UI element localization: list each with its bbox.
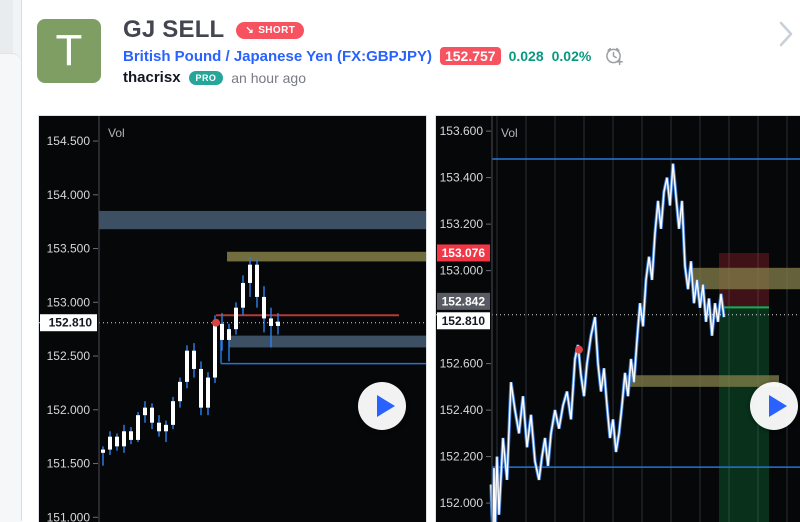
axis-label: 153.500 bbox=[47, 242, 91, 256]
idea-title[interactable]: GJ SELL bbox=[123, 16, 225, 43]
candle bbox=[115, 436, 119, 447]
axis-label: 152.000 bbox=[47, 403, 91, 417]
svg-text:153.076: 153.076 bbox=[442, 246, 486, 260]
axis-label: 152.600 bbox=[440, 357, 484, 371]
next-button[interactable] bbox=[775, 18, 797, 55]
candle bbox=[192, 350, 196, 369]
candle bbox=[122, 431, 126, 447]
svg-text:152.810: 152.810 bbox=[442, 314, 486, 328]
direction-badge: ↘ SHORT bbox=[236, 21, 305, 39]
price-axis-badge bbox=[437, 292, 490, 310]
candle bbox=[108, 436, 112, 450]
left-rail bbox=[0, 0, 22, 522]
symbol-row: British Pound / Japanese Yen (FX:GBPJPY)… bbox=[123, 45, 625, 67]
price-zone bbox=[99, 210, 426, 230]
play-button[interactable] bbox=[750, 382, 798, 430]
author-row: thacrisx PRO an hour ago bbox=[123, 69, 306, 86]
avatar[interactable]: T bbox=[37, 19, 101, 83]
candle bbox=[178, 381, 182, 402]
price-zone bbox=[693, 267, 800, 290]
candle bbox=[227, 329, 231, 340]
candle bbox=[129, 431, 133, 440]
candle bbox=[185, 350, 189, 382]
candle bbox=[199, 368, 203, 408]
candle bbox=[164, 424, 168, 432]
axis-label: 153.400 bbox=[440, 171, 484, 185]
chart-canvas: 154.500 154.000 153.500 153.000 152.500 152.0… bbox=[39, 116, 426, 522]
svg-text:152.842: 152.842 bbox=[442, 294, 486, 308]
axis-label: 152.500 bbox=[47, 349, 91, 363]
chart-canvas: 153.600 153.400 153.200 153.000 152.600 152.4… bbox=[436, 116, 800, 522]
axis-label: 154.500 bbox=[47, 134, 91, 148]
vol-label: Vol bbox=[108, 126, 125, 140]
price-axis-badge bbox=[437, 312, 490, 330]
axis-label: 153.200 bbox=[440, 217, 484, 231]
symbol-link[interactable]: British Pound / Japanese Yen (FX:GBPJPY) bbox=[123, 47, 432, 65]
add-alert-button[interactable] bbox=[603, 45, 625, 67]
axis-label: 151.000 bbox=[47, 510, 91, 522]
price-zone bbox=[229, 335, 426, 348]
candle bbox=[213, 323, 217, 378]
left-rail-card-edge bbox=[0, 53, 21, 522]
axis-label: 152.400 bbox=[440, 403, 484, 417]
candle bbox=[143, 407, 147, 416]
price-badge: 152.757 bbox=[439, 47, 501, 65]
price-path bbox=[490, 163, 725, 522]
axis-label: 154.000 bbox=[47, 188, 91, 202]
candle bbox=[248, 264, 252, 283]
chart-thumbnail-30min[interactable]: 154.500 154.000 153.500 153.000 152.500 152.0… bbox=[38, 115, 427, 522]
change-absolute: 0.028 bbox=[508, 48, 544, 64]
direction-badge-label: SHORT bbox=[258, 24, 296, 36]
chart-thumbnail-5min[interactable]: 153.600 153.400 153.200 153.000 152.600 152.4… bbox=[435, 115, 800, 522]
play-icon bbox=[377, 395, 395, 417]
axis-label: 152.000 bbox=[440, 496, 484, 510]
candle bbox=[206, 377, 210, 408]
alarm-clock-plus-icon bbox=[606, 47, 624, 66]
candle bbox=[101, 449, 105, 453]
axis-label: 153.000 bbox=[47, 295, 91, 309]
entry-marker bbox=[575, 345, 583, 354]
axis-label: 153.600 bbox=[440, 124, 484, 138]
price-axis-badge bbox=[40, 314, 97, 332]
candle bbox=[241, 282, 245, 308]
svg-text:152.810: 152.810 bbox=[49, 316, 93, 330]
price-axis-badge bbox=[437, 244, 490, 262]
candle bbox=[269, 318, 273, 326]
candle bbox=[220, 323, 224, 340]
candle bbox=[171, 401, 175, 425]
candle bbox=[276, 321, 280, 326]
candle bbox=[234, 307, 238, 330]
price-zone bbox=[227, 251, 426, 262]
entry-marker bbox=[212, 318, 220, 327]
change-percent: 0.02% bbox=[551, 48, 592, 64]
timestamp: an hour ago bbox=[231, 69, 306, 86]
chevron-right-icon bbox=[779, 21, 793, 47]
play-button[interactable] bbox=[358, 382, 406, 430]
short-arrow-icon: ↘ bbox=[245, 24, 255, 36]
axis-label: 152.200 bbox=[440, 450, 484, 464]
pro-badge[interactable]: PRO bbox=[188, 70, 224, 85]
price-zone bbox=[624, 375, 779, 387]
author-link[interactable]: thacrisx bbox=[123, 69, 181, 86]
candle bbox=[262, 296, 266, 319]
vol-label: Vol bbox=[501, 126, 518, 140]
play-icon bbox=[769, 395, 787, 417]
candle bbox=[255, 264, 259, 297]
axis-label: 153.000 bbox=[440, 264, 484, 278]
candle bbox=[150, 407, 154, 423]
candle bbox=[136, 415, 140, 440]
idea-header-row: GJ SELL ↘ SHORT bbox=[123, 16, 305, 44]
axis-label: 151.500 bbox=[47, 457, 91, 471]
candle bbox=[157, 422, 161, 432]
